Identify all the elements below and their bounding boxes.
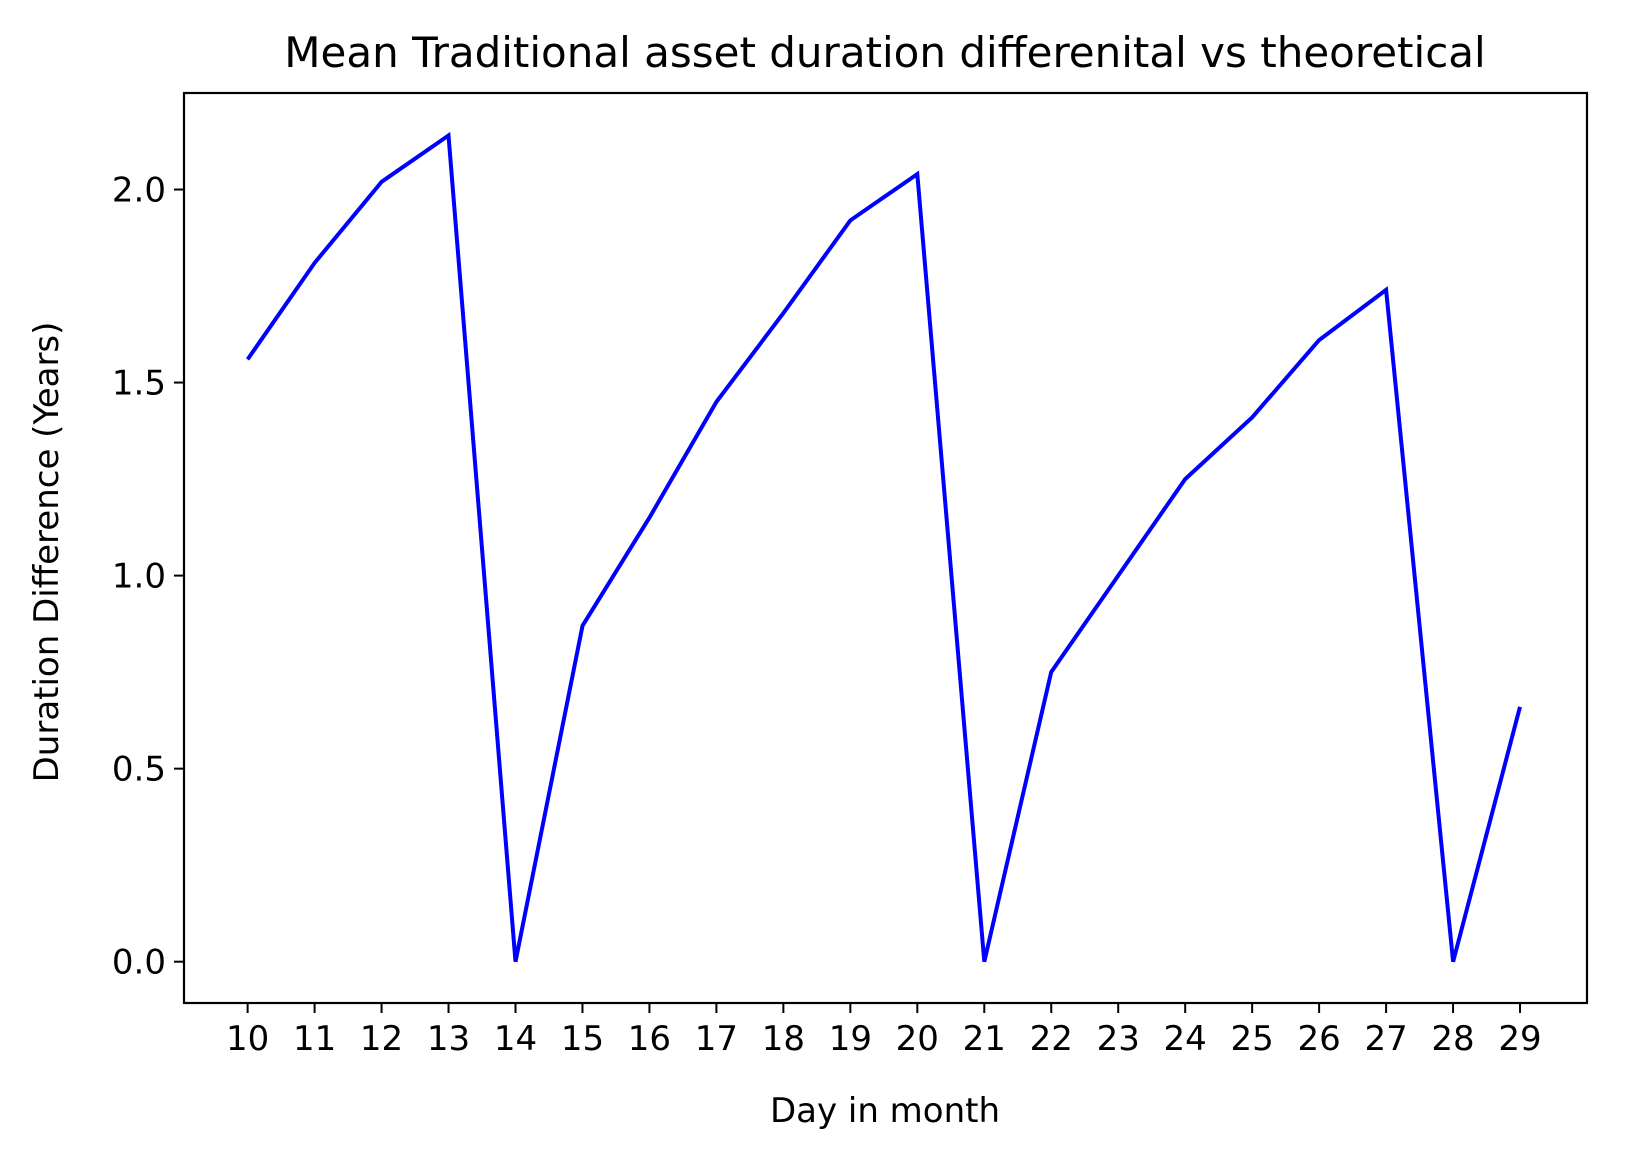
x-tick-label-20: 20 — [896, 1019, 939, 1059]
x-tick-label-23: 23 — [1097, 1019, 1140, 1059]
x-tick-label-11: 11 — [293, 1019, 336, 1059]
x-tick-label-25: 25 — [1231, 1019, 1274, 1059]
x-tick-label-13: 13 — [427, 1019, 470, 1059]
x-tick-label-24: 24 — [1164, 1019, 1207, 1059]
chart-title: Mean Traditional asset duration differen… — [284, 28, 1485, 77]
y-tick-label-2.0: 2.0 — [112, 171, 166, 211]
y-tick-label-1.5: 1.5 — [112, 364, 166, 404]
x-tick-label-17: 17 — [695, 1019, 738, 1059]
x-tick-label-21: 21 — [963, 1019, 1006, 1059]
plot-area: 10 11 12 13 14 15 16 17 18 19 20 21 22 23 24 25 26 27 28 29… — [112, 91, 1589, 1059]
series-line-0 — [245, 131, 1522, 963]
x-tick-label-16: 16 — [628, 1019, 671, 1059]
x-tick-label-26: 26 — [1297, 1019, 1340, 1059]
x-tick-label-10: 10 — [226, 1019, 269, 1059]
x-tick-label-19: 19 — [829, 1019, 872, 1059]
y-tick-label-0.0: 0.0 — [112, 943, 166, 983]
x-tick-label-14: 14 — [494, 1019, 537, 1059]
x-tick-label-15: 15 — [561, 1019, 604, 1059]
y-tick-label-1.0: 1.0 — [112, 557, 166, 597]
x-tick-label-12: 12 — [360, 1019, 403, 1059]
x-axis-label: Day in month — [770, 1091, 1000, 1131]
x-tick-label-27: 27 — [1364, 1019, 1407, 1059]
y-axis-label: Duration Difference (Years) — [27, 322, 67, 783]
y-tick-label-0.5: 0.5 — [112, 750, 166, 790]
x-tick-label-28: 28 — [1431, 1019, 1474, 1059]
x-tick-label-22: 22 — [1030, 1019, 1073, 1059]
plot-frame — [182, 91, 1589, 1005]
x-tick-label-18: 18 — [762, 1019, 805, 1059]
x-tick-label-29: 29 — [1498, 1019, 1541, 1059]
